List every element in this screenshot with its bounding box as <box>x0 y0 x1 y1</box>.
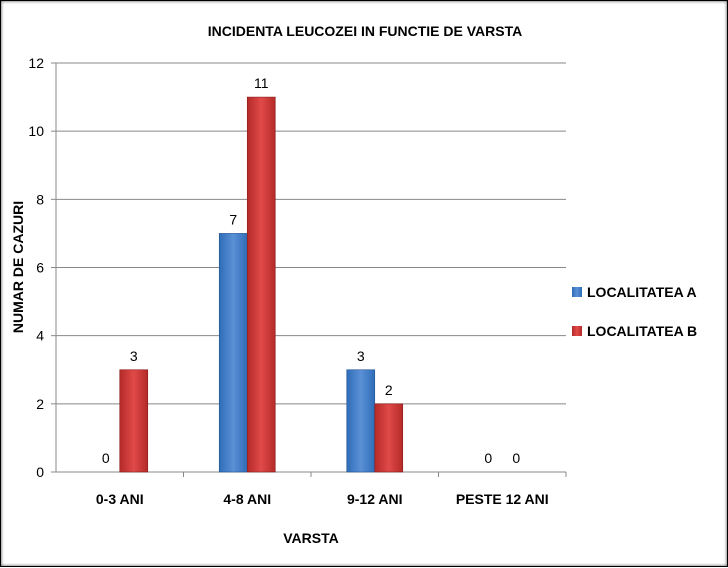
y-tick-label: 10 <box>28 123 44 139</box>
legend-label: LOCALITATEA A <box>587 284 697 300</box>
data-label: 0 <box>512 450 520 466</box>
data-label: 11 <box>254 75 269 91</box>
data-label: 3 <box>357 348 365 364</box>
x-tick-label: 9-12 ANI <box>347 491 403 507</box>
legend-swatch <box>572 326 582 336</box>
y-tick-label: 6 <box>36 260 44 276</box>
x-axis-label: VARSTA <box>283 530 338 546</box>
x-tick-label: 4-8 ANI <box>223 491 271 507</box>
data-label: 3 <box>130 348 138 364</box>
y-axis-label: NUMAR DE CAZURI <box>10 201 26 333</box>
y-tick-label: 2 <box>36 396 44 412</box>
y-tick-label: 12 <box>28 55 44 71</box>
x-tick-label: PESTE 12 ANI <box>456 491 549 507</box>
legend-swatch <box>572 287 582 297</box>
y-tick-label: 8 <box>36 191 44 207</box>
bar <box>218 233 248 473</box>
data-label: 2 <box>385 382 393 398</box>
bar <box>119 369 149 473</box>
y-tick-label: 4 <box>36 328 44 344</box>
x-tick-label: 0-3 ANI <box>96 491 144 507</box>
bar <box>346 369 376 473</box>
legend-label: LOCALITATEA B <box>587 323 697 339</box>
data-label: 0 <box>102 450 110 466</box>
data-label: 0 <box>484 450 492 466</box>
bar <box>246 96 276 473</box>
y-tick-label: 0 <box>36 464 44 480</box>
data-label: 7 <box>229 211 237 227</box>
chart-title: INCIDENTA LEUCOZEI IN FUNCTIE DE VARSTA <box>208 23 522 39</box>
bar <box>374 403 404 473</box>
